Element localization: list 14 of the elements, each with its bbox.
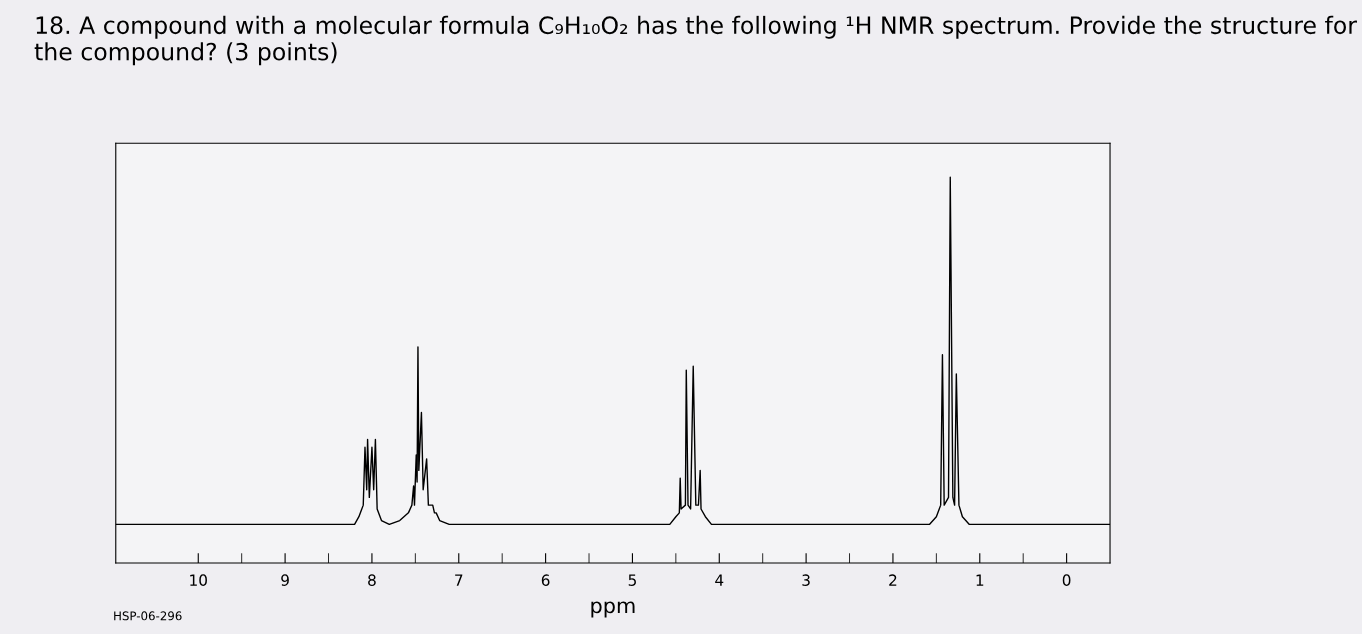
x-tick-label: 10 (190, 574, 207, 586)
x-axis-title: ppm (591, 601, 635, 618)
x-tick-label: 1 (976, 574, 984, 586)
x-tick-label: 8 (368, 574, 376, 586)
x-tick-label: 6 (541, 574, 550, 586)
x-tick-label: 9 (281, 574, 289, 586)
x-tick-label: 2 (889, 574, 897, 586)
text: HSP-06-296 (114, 611, 182, 621)
x-tick-label: 3 (802, 574, 810, 586)
x-tick-label: 7 (455, 574, 463, 586)
chart-title: 18. A compound with a molecular formula C₉H₁₀O₂ has the following ¹H NMR spectrum. Provide the structure for the compound? (3 points) (34, 15, 1357, 66)
x-tick-label: 0 (1062, 574, 1071, 586)
x-tick-label: 4 (715, 574, 724, 586)
x-tick-label: 5 (628, 574, 636, 586)
